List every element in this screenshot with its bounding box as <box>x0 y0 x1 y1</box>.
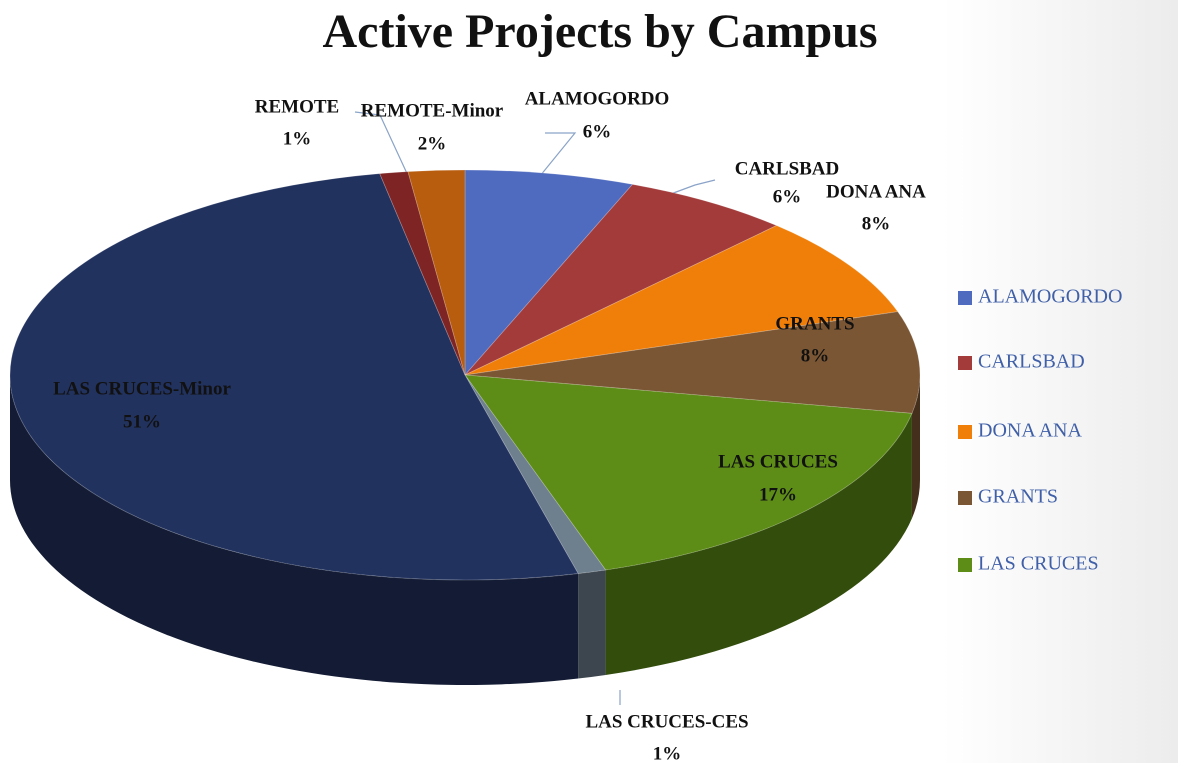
legend-label: DONA ANA <box>978 420 1082 442</box>
legend-swatch <box>958 491 972 505</box>
slice-side <box>10 375 579 685</box>
leader-line <box>667 179 716 196</box>
legend-label: GRANTS <box>978 486 1058 508</box>
data-label-category: GRANTS <box>775 313 854 334</box>
slice <box>464 169 634 377</box>
data-label: 2% <box>418 133 447 154</box>
leader-line <box>354 111 411 181</box>
legend-label: CARLSBAD <box>978 351 1085 373</box>
data-label-category: CARLSBAD <box>735 158 840 179</box>
data-label: 6% <box>773 186 802 207</box>
data-label: 6% <box>583 121 612 142</box>
legend-label: LAS CRUCES <box>978 553 1099 575</box>
legend-swatch <box>958 558 972 572</box>
data-label-category: LAS CRUCES <box>718 451 838 472</box>
slice-side <box>911 375 920 519</box>
data-label-category: REMOTE <box>255 96 339 117</box>
slice-side <box>605 413 912 675</box>
slice <box>464 374 607 574</box>
data-label: 8% <box>801 345 830 366</box>
slice <box>464 225 899 376</box>
legend-swatch <box>958 425 972 439</box>
leader-lines <box>354 111 716 705</box>
chart-title: Active Projects by Campus <box>322 5 877 58</box>
legend-swatch <box>958 291 972 305</box>
slice <box>379 171 466 376</box>
slice <box>9 173 579 581</box>
data-label-category: REMOTE-Minor <box>361 100 504 121</box>
slice-side <box>578 569 606 679</box>
data-label: 17% <box>759 484 797 505</box>
slice <box>464 374 913 571</box>
data-label-category: ALAMOGORDO <box>525 88 670 109</box>
data-label-category: DONA ANA <box>826 181 926 202</box>
leader-line <box>539 132 577 177</box>
slice <box>464 183 778 376</box>
data-label-category: LAS CRUCES-Minor <box>53 378 231 399</box>
data-label: 8% <box>862 213 891 234</box>
slice <box>407 169 466 376</box>
data-label: 1% <box>653 743 682 763</box>
legend-label: ALAMOGORDO <box>978 286 1122 308</box>
legend-swatch <box>958 356 972 370</box>
data-label: 51% <box>123 411 161 432</box>
slice <box>464 311 921 414</box>
data-label: 1% <box>283 128 312 149</box>
data-label-category: LAS CRUCES-CES <box>585 711 748 732</box>
